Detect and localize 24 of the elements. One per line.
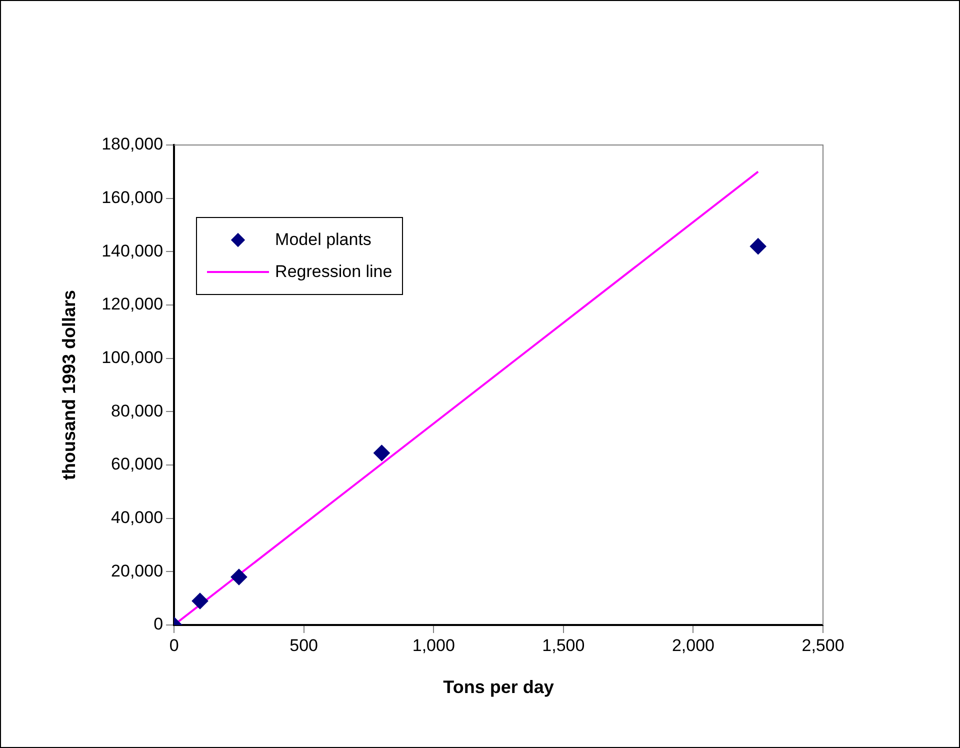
y-tick-label: 120,000 bbox=[102, 294, 164, 314]
point bbox=[750, 238, 766, 254]
x-tick-label: 1,000 bbox=[412, 636, 455, 655]
x-tick-label: 1,500 bbox=[542, 636, 585, 655]
x-axis-title: Tons per day bbox=[443, 677, 554, 698]
y-tick-label: 40,000 bbox=[111, 508, 164, 528]
y-tick-label: 140,000 bbox=[102, 241, 164, 260]
y-tick-label: 60,000 bbox=[111, 454, 164, 474]
x-tick-label: 2,000 bbox=[672, 636, 714, 655]
point bbox=[192, 593, 208, 609]
legend-label: Model plants bbox=[275, 230, 372, 250]
point bbox=[230, 569, 247, 585]
y-tick-label: 0 bbox=[154, 614, 164, 634]
y-tick-label: 80,000 bbox=[111, 401, 164, 420]
y-tick-label: 20,000 bbox=[111, 561, 164, 580]
x-tick-label: 500 bbox=[290, 636, 318, 655]
x-tick-label: 0 bbox=[169, 636, 179, 655]
y-tick-label: 180,000 bbox=[102, 134, 164, 154]
legend-label: Regression line bbox=[275, 262, 392, 282]
x-tick-label: 2,500 bbox=[802, 636, 844, 655]
point bbox=[374, 445, 390, 461]
y-tick-label: 160,000 bbox=[102, 188, 164, 208]
y-axis-title: thousand 1993 dollars bbox=[58, 290, 79, 480]
y-tick-label: 100,000 bbox=[102, 348, 164, 368]
